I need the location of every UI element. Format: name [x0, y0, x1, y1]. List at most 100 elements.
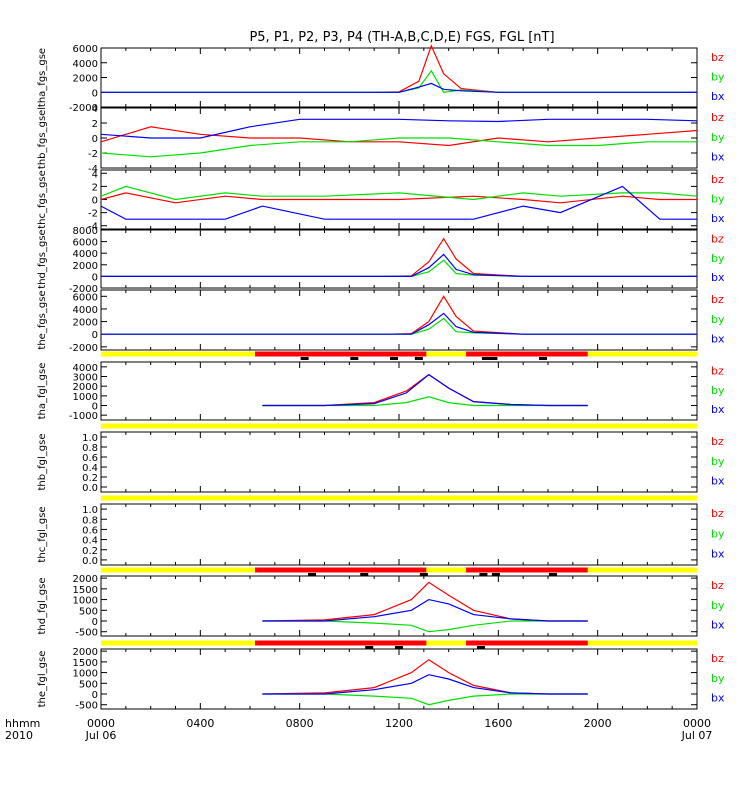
time-tick-label: 0000 — [87, 717, 115, 730]
mode-bar — [101, 423, 697, 429]
legend-by: by — [711, 131, 725, 144]
y-tick-label: -4 — [88, 222, 98, 233]
mode-bar-black-mark — [548, 573, 557, 576]
legend-by: by — [711, 192, 725, 205]
panel-thc_fgl_gse: 1.00.80.60.40.20.0 thc_fgl_gse bz by bx — [37, 503, 725, 567]
panel-frame — [100, 648, 698, 710]
mode-bar-black-mark — [489, 357, 498, 360]
y-tick-label: 2000 — [73, 382, 98, 393]
mode-bar-black-mark — [350, 357, 359, 360]
y-tick-label: 0 — [92, 690, 98, 701]
date-end-label: Jul 07 — [681, 729, 713, 742]
y-axis-label: thd_fgl_gse — [37, 578, 48, 635]
series-line-by — [101, 69, 697, 93]
mode-bar — [101, 567, 697, 576]
mode-bar-black-mark — [395, 646, 403, 649]
y-tick-label: 6000 — [73, 238, 98, 249]
hhmm-caption: hhmm — [5, 717, 40, 730]
mode-bar-black-mark — [491, 573, 500, 576]
y-tick-label: 0 — [92, 617, 98, 628]
y-tick-label: -500 — [75, 701, 98, 712]
y-axis-label: tha_fgs_gse — [37, 48, 48, 107]
panel-thc_fgs_gse: 4 2 0 -2 -4 thc_fgs_gse bz by bx — [37, 169, 725, 232]
series-line-by — [101, 259, 697, 277]
panel-tha_fgs_gse: 6000 4000 2000 0 -2000 tha_fgs_gse bz by bx — [37, 44, 725, 114]
series-line-by — [101, 317, 697, 335]
y-axis-label: tha_fgl_gse — [37, 363, 48, 420]
series-line-bx — [100, 118, 698, 139]
y-tick-label: 0.4 — [82, 463, 98, 474]
series-line-by — [100, 137, 697, 158]
mode-bar-red-span — [254, 351, 427, 357]
legend-by: by — [711, 313, 725, 326]
y-tick-label: 500 — [79, 606, 98, 617]
legend-bx: bx — [711, 475, 725, 488]
mode-bar-black-mark — [481, 357, 490, 360]
panel-thb_fgl_gse: 1.00.80.60.40.20.0 thb_fgl_gse bz by bx — [37, 431, 725, 494]
mode-bar-black-mark — [479, 573, 488, 576]
y-tick-label: 2 — [92, 119, 98, 130]
y-tick-label: 0.6 — [82, 453, 98, 464]
y-tick-label: -2 — [88, 209, 98, 220]
figure-title: P5, P1, P2, P3, P4 (TH-A,B,C,D,E) FGS, F… — [249, 30, 554, 45]
y-tick-label: 4000 — [73, 59, 98, 70]
legend-bz: bz — [711, 507, 724, 520]
series-line-by — [262, 620, 588, 633]
legend-bz: bz — [711, 435, 724, 448]
mode-bar-red-span — [466, 351, 588, 357]
legend-bz: bz — [711, 173, 724, 186]
y-tick-label: 8000 — [73, 226, 98, 237]
time-tick-label: 0000 — [683, 717, 711, 730]
legend-bz: bz — [711, 652, 724, 665]
series-line-by — [262, 693, 588, 706]
legend-by: by — [711, 252, 725, 265]
series-line-bz — [101, 237, 697, 277]
series-line-bx — [101, 253, 697, 277]
legend-bz: bz — [711, 579, 724, 592]
time-tick-label: 0800 — [286, 717, 314, 730]
y-tick-label: 6000 — [73, 44, 98, 55]
mode-bar-yellow — [101, 495, 697, 501]
mode-bars — [101, 351, 697, 649]
mode-bar-black-mark — [308, 573, 317, 576]
mode-bar-red-span — [466, 567, 588, 573]
mode-bar-black-mark — [365, 646, 374, 649]
year-caption: 2010 — [5, 729, 33, 742]
legend-bx: bx — [711, 90, 725, 103]
y-tick-label: 4 — [92, 169, 98, 180]
legend-bx: bx — [711, 212, 725, 225]
y-tick-label: 4000 — [73, 305, 98, 316]
y-tick-label: -4 — [88, 164, 98, 175]
legend-bx: bx — [711, 271, 725, 284]
legend-bz: bz — [711, 293, 724, 306]
legend-bz: bz — [711, 51, 724, 64]
series-line-bx — [100, 185, 697, 220]
y-tick-label: 0.6 — [82, 525, 98, 536]
y-axis-label: thb_fgl_gse — [37, 434, 48, 491]
y-tick-label: -2 — [88, 149, 98, 160]
series-line-bz — [100, 126, 698, 147]
legend-bx: bx — [711, 619, 725, 632]
y-tick-label: 0.0 — [82, 483, 98, 494]
y-tick-label: 3000 — [73, 373, 98, 384]
y-tick-label: 2000 — [73, 261, 98, 272]
mode-bar-black-mark — [539, 357, 548, 360]
y-tick-label: 0 — [92, 330, 98, 341]
time-tick-label: 0400 — [186, 717, 214, 730]
y-tick-label: 1000 — [73, 392, 98, 403]
mode-bar — [101, 495, 697, 501]
time-tick-label: 1200 — [385, 717, 413, 730]
y-tick-label: 2000 — [73, 74, 98, 85]
y-tick-label: 4000 — [73, 363, 98, 374]
legend-by: by — [711, 672, 725, 685]
y-tick-label: 0.8 — [82, 515, 98, 526]
panel-frame — [100, 289, 698, 351]
mode-bar-red-span — [254, 567, 427, 573]
series-line-bz — [101, 295, 697, 335]
